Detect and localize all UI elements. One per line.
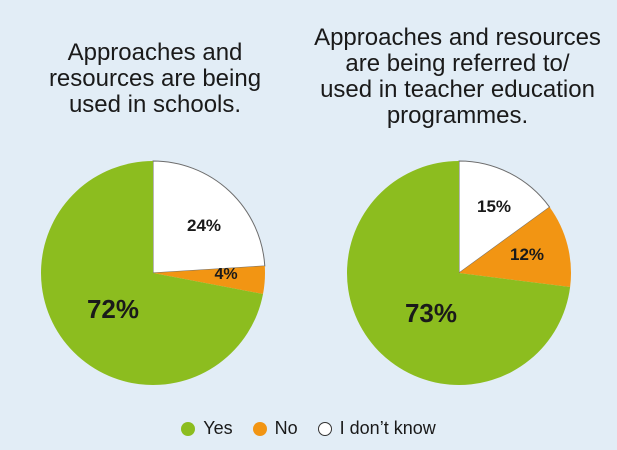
legend-item-yes: Yes (181, 418, 233, 439)
legend-label-dont-know: I don’t know (339, 418, 436, 438)
legend-swatch-dont-know (317, 421, 332, 436)
pie-slice-teacher-education-dont-know (458, 160, 551, 274)
pie-slice-teacher-education-no (459, 207, 571, 288)
pie-slice-schools-dont-know (152, 160, 266, 274)
legend-label-yes: Yes (203, 418, 233, 438)
pie-label-teacher-education-yes: 73% (405, 298, 457, 328)
pie-label-schools-yes: 72% (87, 294, 139, 324)
legend-swatch-no (252, 421, 267, 436)
chart-title-schools: Approaches and resources are being used … (48, 39, 262, 118)
pie-label-teacher-education-dont-know: 15% (477, 197, 511, 216)
legend-swatch-yes (181, 421, 196, 436)
pie-slice-schools-yes (41, 161, 264, 385)
legend-item-dont-know: I don’t know (317, 418, 436, 439)
pie-label-schools-no: 4% (214, 266, 237, 283)
pie-label-teacher-education-no: 12% (510, 245, 544, 264)
pie-slice-teacher-education-yes (347, 161, 571, 386)
legend-label-no: No (274, 418, 298, 438)
legend-item-no: No (252, 418, 298, 439)
chart-title-teacher-education: Approaches and resources are being refer… (314, 24, 601, 129)
legend: Yes No I don’t know (0, 418, 617, 439)
pie-slice-schools-no (153, 265, 265, 294)
pie-label-schools-dont-know: 24% (187, 216, 221, 235)
